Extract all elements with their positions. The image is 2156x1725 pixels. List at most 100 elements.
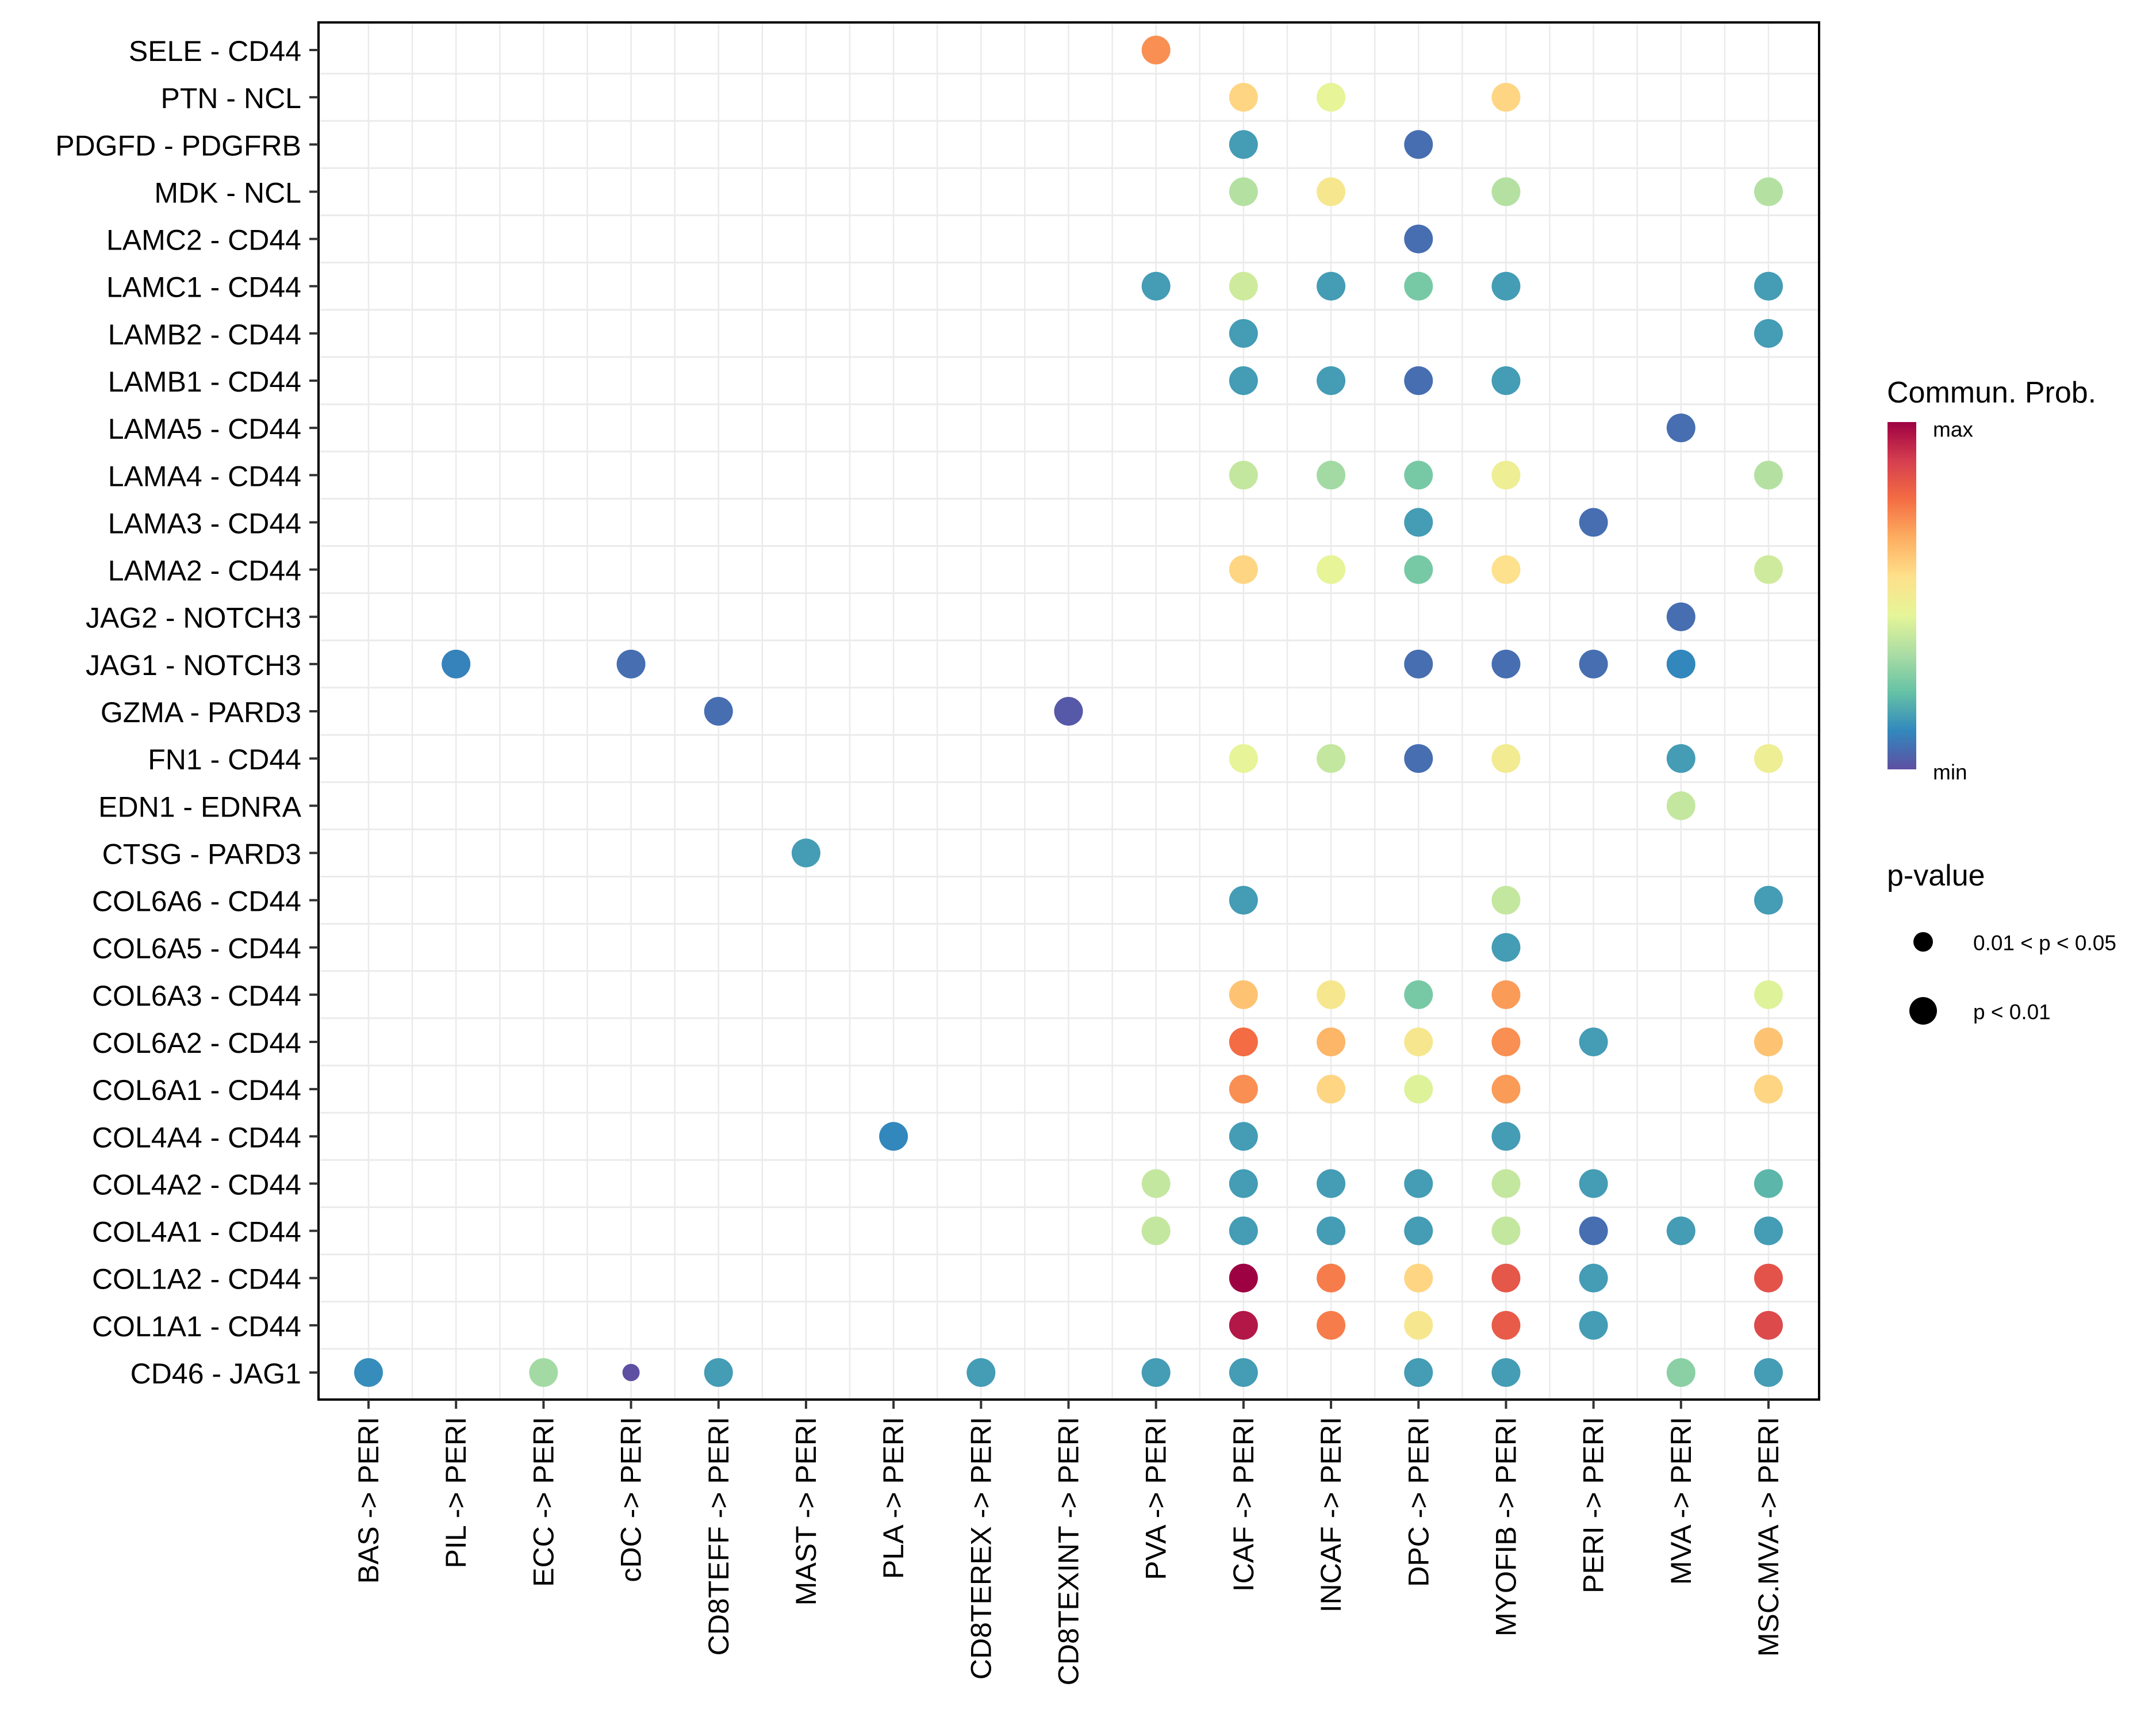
data-point xyxy=(529,1358,558,1387)
data-point xyxy=(616,649,646,678)
y-tick-label: COL6A1 - CD44 xyxy=(92,1074,301,1106)
y-tick-label: COL4A2 - CD44 xyxy=(92,1168,301,1201)
y-tick-label: CD46 - JAG1 xyxy=(131,1358,301,1390)
y-tick-label: COL1A1 - CD44 xyxy=(92,1310,301,1343)
data-point xyxy=(1404,555,1433,584)
y-tick-label: MDK - NCL xyxy=(154,177,301,209)
data-point xyxy=(1229,1075,1258,1104)
data-point xyxy=(1141,271,1171,301)
y-tick-label: PTN - NCL xyxy=(161,82,301,114)
data-point xyxy=(1229,744,1258,773)
data-point xyxy=(1491,1122,1521,1151)
y-axis: SELE - CD44 PTN - NCL PDGFD - PDGFRB MDK - … xyxy=(55,35,319,1390)
x-tick-label: MAST -> PERI xyxy=(790,1417,822,1605)
data-point xyxy=(1317,555,1346,584)
data-point xyxy=(1404,1263,1433,1293)
y-tick-label: FN1 - CD44 xyxy=(148,743,301,776)
data-point xyxy=(1491,1263,1521,1293)
x-tick-label: MVA -> PERI xyxy=(1665,1417,1697,1585)
data-point xyxy=(1404,130,1433,159)
data-point xyxy=(1404,508,1433,537)
y-tick-label: SELE - CD44 xyxy=(129,35,301,67)
data-point xyxy=(704,1358,733,1387)
y-tick-label: GZMA - PARD3 xyxy=(101,696,301,729)
y-tick-label: LAMA4 - CD44 xyxy=(108,460,301,492)
data-point xyxy=(1229,1122,1258,1151)
data-point xyxy=(1141,36,1171,64)
size-legend: p-value 0.01 < p < 0.05 p < 0.01 xyxy=(1887,859,2116,1025)
data-point xyxy=(704,697,733,726)
data-point xyxy=(1404,461,1433,490)
color-bar xyxy=(1888,422,1916,769)
data-point xyxy=(1579,1028,1608,1056)
size-legend-title: p-value xyxy=(1887,859,1985,892)
y-tick-label: LAMA3 - CD44 xyxy=(108,507,301,539)
x-tick-label: PLA -> PERI xyxy=(877,1417,910,1579)
data-point xyxy=(1491,885,1521,915)
data-point xyxy=(1491,1028,1521,1056)
data-point xyxy=(1317,1028,1346,1056)
data-point xyxy=(1229,1216,1258,1245)
data-point xyxy=(1579,1169,1608,1198)
data-point xyxy=(1317,1216,1346,1245)
x-tick-label: CD8TEXINT -> PERI xyxy=(1053,1417,1085,1685)
size-legend-large-label: p < 0.01 xyxy=(1973,1000,2051,1024)
x-tick-label: BAS -> PERI xyxy=(352,1417,385,1584)
data-point xyxy=(1754,1169,1783,1198)
data-points xyxy=(354,36,1783,1387)
data-point xyxy=(1229,271,1258,301)
data-point xyxy=(1579,1216,1608,1245)
size-legend-large-dot xyxy=(1909,997,1937,1025)
data-point xyxy=(1579,649,1608,678)
y-tick-label: PDGFD - PDGFRB xyxy=(55,129,301,162)
data-point xyxy=(1491,1169,1521,1198)
data-point xyxy=(1491,1310,1521,1340)
data-point xyxy=(1754,271,1783,301)
data-point xyxy=(1229,1169,1258,1198)
data-point xyxy=(1491,366,1521,395)
x-tick-label: DPC -> PERI xyxy=(1402,1417,1434,1587)
data-point xyxy=(1754,744,1783,773)
data-point xyxy=(354,1358,383,1387)
x-tick-label: MSC.MVA -> PERI xyxy=(1752,1417,1785,1657)
data-point xyxy=(1754,1028,1783,1056)
data-point xyxy=(1404,980,1433,1009)
data-point xyxy=(966,1358,996,1387)
data-point xyxy=(1404,1028,1433,1056)
y-tick-label: COL4A4 - CD44 xyxy=(92,1121,301,1153)
data-point xyxy=(1229,885,1258,915)
y-tick-label: EDN1 - EDNRA xyxy=(98,791,301,823)
x-tick-label: PVA -> PERI xyxy=(1140,1417,1172,1580)
data-point xyxy=(879,1122,908,1151)
data-point xyxy=(1754,319,1783,348)
data-point xyxy=(1317,461,1346,490)
data-point xyxy=(1404,1358,1433,1387)
data-point xyxy=(1317,1075,1346,1104)
data-point xyxy=(1754,1310,1783,1340)
data-point xyxy=(1754,1263,1783,1293)
data-point xyxy=(1141,1358,1171,1387)
y-tick-label: COL6A5 - CD44 xyxy=(92,933,301,965)
data-point xyxy=(1666,744,1695,773)
data-point xyxy=(1317,980,1346,1009)
data-point xyxy=(1491,177,1521,206)
data-point xyxy=(1754,555,1783,584)
data-point xyxy=(1666,791,1695,821)
data-point xyxy=(1404,1310,1433,1340)
data-point xyxy=(1317,744,1346,773)
data-point xyxy=(1229,319,1258,348)
y-tick-label: COL6A6 - CD44 xyxy=(92,885,301,918)
y-tick-label: JAG2 - NOTCH3 xyxy=(86,602,301,634)
data-point xyxy=(1229,177,1258,206)
color-legend: Commun. Prob. max min xyxy=(1887,376,2096,784)
data-point xyxy=(1404,1075,1433,1104)
size-legend-small-label: 0.01 < p < 0.05 xyxy=(1973,931,2116,955)
data-point xyxy=(1491,649,1521,678)
data-point xyxy=(1491,271,1521,301)
data-point xyxy=(1404,224,1433,254)
data-point xyxy=(1317,1263,1346,1293)
data-point xyxy=(1666,602,1695,631)
data-point xyxy=(1317,366,1346,395)
data-point xyxy=(1404,1216,1433,1245)
